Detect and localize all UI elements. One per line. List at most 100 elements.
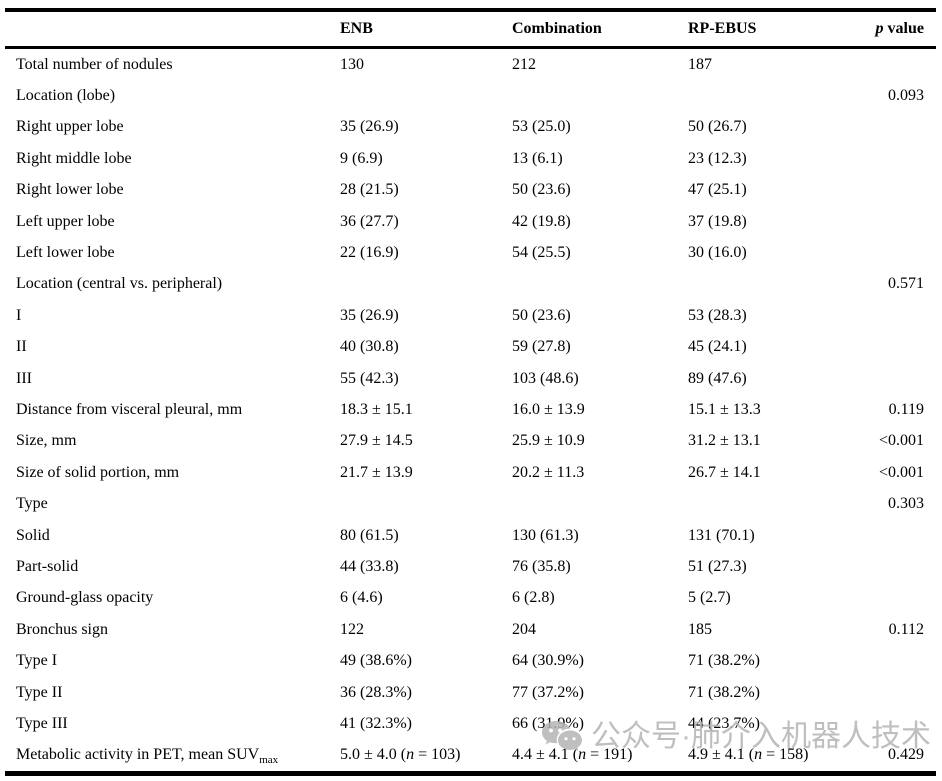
table-row: Right middle lobe 9 (6.9) 13 (6.1) 23 (12.3… bbox=[5, 143, 936, 174]
table-row: Size of solid portion, mm 21.7 ± 13.9 20.2… bbox=[5, 457, 936, 488]
cell-p-value bbox=[836, 237, 936, 268]
cell-rp-ebus: 47 (25.1) bbox=[688, 181, 747, 199]
cell-enb: 21.7 ± 13.9 bbox=[340, 463, 413, 481]
cell-p-value bbox=[836, 583, 936, 614]
row-label: Left lower lobe bbox=[16, 244, 115, 262]
row-label: Type I bbox=[16, 652, 58, 670]
table-row: I 35 (26.9) 50 (23.6) 53 (28.3) bbox=[5, 300, 936, 331]
cell-combination: 53 (25.0) bbox=[512, 118, 571, 136]
p-value-rest: value bbox=[883, 20, 924, 37]
cell-rp-ebus bbox=[688, 80, 836, 111]
row-label: Right lower lobe bbox=[16, 181, 124, 199]
cell-enb: 35 (26.9) bbox=[340, 118, 399, 136]
table-row: Total number of nodules 130 212 187 bbox=[5, 48, 936, 81]
cell-p-value bbox=[836, 332, 936, 363]
cell-combination: 54 (25.5) bbox=[512, 244, 571, 262]
cell-p-value bbox=[836, 677, 936, 708]
table-header-row: ENB Combination RP-EBUS p value bbox=[5, 10, 936, 49]
cell-enb: 28 (21.5) bbox=[340, 181, 399, 199]
cell-combination: 59 (27.8) bbox=[512, 338, 571, 356]
cell-enb bbox=[340, 488, 512, 519]
table-row: Right lower lobe 28 (21.5) 50 (23.6) 47 (25… bbox=[5, 175, 936, 206]
cell-rp-ebus: 45 (24.1) bbox=[688, 338, 747, 356]
row-label: Metabolic activity in PET, mean SUVmax bbox=[16, 746, 279, 767]
cell-p-value bbox=[836, 175, 936, 206]
cell-rp-ebus: 51 (27.3) bbox=[688, 557, 747, 575]
table-row: Size, mm 27.9 ± 14.5 25.9 ± 10.9 31.2 ± 13.… bbox=[5, 426, 936, 457]
cell-combination: 20.2 ± 11.3 bbox=[512, 463, 585, 481]
cell-p-value bbox=[836, 551, 936, 582]
cell-combination: 103 (48.6) bbox=[512, 369, 579, 387]
cell-enb: 49 (38.6%) bbox=[340, 652, 412, 670]
cell-p-value bbox=[836, 300, 936, 331]
cell-enb: 36 (27.7) bbox=[340, 212, 399, 230]
cell-rp-ebus: 53 (28.3) bbox=[688, 306, 747, 324]
cell-p-value: <0.001 bbox=[878, 463, 924, 481]
cell-rp-ebus: 5 (2.7) bbox=[688, 589, 731, 607]
cell-p-value: 0.429 bbox=[888, 746, 924, 764]
cell-rp-ebus: 4.9 ± 4.1 (n = 158) bbox=[688, 746, 809, 764]
cell-enb: 22 (16.9) bbox=[340, 244, 399, 262]
cell-p-value bbox=[836, 363, 936, 394]
row-label: Bronchus sign bbox=[16, 620, 108, 638]
row-label: Type II bbox=[16, 683, 63, 701]
row-label: Type III bbox=[16, 714, 68, 732]
header-enb: ENB bbox=[340, 10, 512, 49]
cell-p-value: 0.303 bbox=[888, 495, 924, 513]
cell-combination: 130 (61.3) bbox=[512, 526, 579, 544]
header-p-value: p value bbox=[836, 10, 936, 49]
cell-combination: 204 bbox=[512, 620, 536, 638]
cell-rp-ebus: 44 (23.7%) bbox=[688, 714, 760, 732]
cell-p-value: 0.093 bbox=[888, 87, 924, 105]
cell-p-value bbox=[836, 645, 936, 676]
cell-enb: 5.0 ± 4.0 (n = 103) bbox=[340, 746, 461, 764]
cell-p-value bbox=[836, 112, 936, 143]
cell-p-value bbox=[836, 48, 936, 81]
cell-enb: 122 bbox=[340, 620, 364, 638]
cell-enb bbox=[340, 80, 512, 111]
cell-combination: 66 (31.9%) bbox=[512, 714, 584, 732]
table-row: III 55 (42.3) 103 (48.6) 89 (47.6) bbox=[5, 363, 936, 394]
row-label: Right middle lobe bbox=[16, 149, 132, 167]
row-label: Ground-glass opacity bbox=[16, 589, 154, 607]
cell-combination: 76 (35.8) bbox=[512, 557, 571, 575]
table-row: Type 0.303 bbox=[5, 488, 936, 519]
row-label: II bbox=[16, 338, 27, 356]
row-label: Solid bbox=[16, 526, 50, 544]
cell-rp-ebus: 31.2 ± 13.1 bbox=[688, 432, 761, 450]
cell-p-value: 0.119 bbox=[888, 400, 924, 418]
table-row: Ground-glass opacity 6 (4.6) 6 (2.8) 5 (2.7… bbox=[5, 583, 936, 614]
cell-combination: 50 (23.6) bbox=[512, 306, 571, 324]
table-row: Distance from visceral pleural, mm 18.3 ±… bbox=[5, 394, 936, 425]
cell-rp-ebus: 50 (26.7) bbox=[688, 118, 747, 136]
cell-enb: 6 (4.6) bbox=[340, 589, 383, 607]
cell-p-value bbox=[836, 206, 936, 237]
table-row: Type III 41 (32.3%) 66 (31.9%) 44 (23.7%) bbox=[5, 708, 936, 739]
table-row: Metabolic activity in PET, mean SUVmax 5.… bbox=[5, 740, 936, 774]
cell-rp-ebus: 71 (38.2%) bbox=[688, 652, 760, 670]
cell-rp-ebus: 30 (16.0) bbox=[688, 244, 747, 262]
cell-combination: 16.0 ± 13.9 bbox=[512, 400, 585, 418]
cell-combination bbox=[512, 80, 688, 111]
cell-combination: 212 bbox=[512, 55, 536, 73]
cell-enb: 36 (28.3%) bbox=[340, 683, 412, 701]
cell-p-value bbox=[836, 708, 936, 739]
table-row: Left upper lobe 36 (27.7) 42 (19.8) 37 (19.… bbox=[5, 206, 936, 237]
p-value-italic-p: p bbox=[875, 20, 884, 37]
cell-enb: 40 (30.8) bbox=[340, 338, 399, 356]
cell-enb: 44 (33.8) bbox=[340, 557, 399, 575]
table-row: Right upper lobe 35 (26.9) 53 (25.0) 50 (26… bbox=[5, 112, 936, 143]
cell-combination: 4.4 ± 4.1 (n = 191) bbox=[512, 746, 633, 764]
cell-combination: 6 (2.8) bbox=[512, 589, 555, 607]
cell-p-value: <0.001 bbox=[878, 432, 924, 450]
cell-p-value bbox=[836, 520, 936, 551]
cell-p-value: 0.112 bbox=[888, 620, 924, 638]
table-row: Type II 36 (28.3%) 77 (37.2%) 71 (38.2%) bbox=[5, 677, 936, 708]
cell-p-value: 0.571 bbox=[888, 275, 924, 293]
row-label: Part-solid bbox=[16, 557, 79, 575]
cell-rp-ebus: 23 (12.3) bbox=[688, 149, 747, 167]
table-row: Part-solid 44 (33.8) 76 (35.8) 51 (27.3) bbox=[5, 551, 936, 582]
cell-combination: 13 (6.1) bbox=[512, 149, 563, 167]
cell-rp-ebus: 26.7 ± 14.1 bbox=[688, 463, 761, 481]
cell-combination: 42 (19.8) bbox=[512, 212, 571, 230]
